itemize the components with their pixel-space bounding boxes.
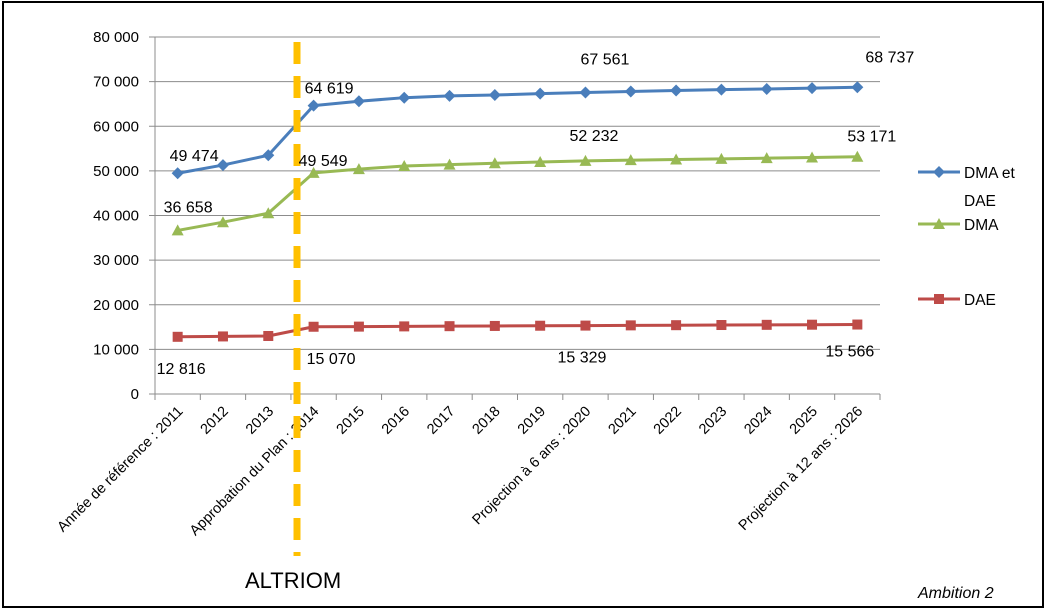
y-tick-label: 20 000 bbox=[93, 297, 139, 314]
legend-item: DMA bbox=[918, 217, 999, 234]
altriom-label: ALTRIOM bbox=[245, 568, 341, 593]
data-point bbox=[535, 320, 546, 331]
data-label: 15 566 bbox=[825, 344, 874, 361]
y-axis-ticks: 0 10 000 20 000 30 000 40 000 50 000 60 000 70 … bbox=[93, 29, 155, 403]
data-point bbox=[715, 152, 728, 164]
data-point bbox=[217, 331, 228, 342]
series-line bbox=[177, 155, 858, 232]
data-point bbox=[716, 320, 727, 331]
data-point bbox=[307, 166, 320, 178]
data-point bbox=[534, 155, 547, 167]
data-point bbox=[307, 99, 320, 112]
data-label: 15 329 bbox=[557, 350, 606, 367]
data-point bbox=[933, 166, 945, 178]
data-label: 49 549 bbox=[299, 153, 348, 170]
data-point bbox=[671, 320, 682, 331]
data-point bbox=[263, 330, 274, 341]
data-point bbox=[534, 87, 547, 100]
data-point bbox=[579, 86, 592, 99]
data-point bbox=[580, 320, 591, 331]
data-point bbox=[934, 294, 944, 304]
data-point bbox=[488, 157, 501, 169]
data-point bbox=[489, 320, 500, 331]
data-point bbox=[443, 158, 456, 170]
data-label: 52 232 bbox=[569, 128, 618, 145]
data-point bbox=[715, 83, 728, 96]
data-point bbox=[761, 319, 772, 330]
data-point bbox=[933, 218, 945, 229]
gridlines bbox=[155, 36, 880, 350]
y-tick-label: 50 000 bbox=[93, 163, 139, 180]
data-point bbox=[807, 319, 818, 330]
data-point bbox=[806, 151, 819, 163]
y-tick-label: 80 000 bbox=[93, 29, 139, 46]
data-point bbox=[308, 321, 319, 332]
series-dae bbox=[172, 319, 863, 342]
legend: DMA et DAE DMA DAE bbox=[918, 165, 1016, 309]
y-tick-label: 40 000 bbox=[93, 208, 139, 225]
y-tick-label: 10 000 bbox=[93, 341, 139, 358]
data-point bbox=[172, 331, 183, 342]
data-point bbox=[625, 320, 636, 331]
data-label: 68 737 bbox=[865, 49, 914, 66]
legend-label: DAE bbox=[964, 292, 996, 309]
series-dma-et-dae bbox=[171, 81, 864, 180]
y-tick-label: 70 000 bbox=[93, 74, 139, 91]
data-label: 15 070 bbox=[307, 351, 356, 368]
legend-item: DMA et DAE bbox=[918, 165, 1016, 210]
data-point bbox=[443, 89, 456, 102]
data-point bbox=[806, 82, 819, 95]
data-point bbox=[399, 321, 410, 332]
data-point bbox=[171, 224, 184, 236]
data-point bbox=[353, 321, 364, 332]
data-point bbox=[760, 82, 773, 95]
data-point bbox=[262, 207, 275, 219]
data-point bbox=[444, 321, 455, 332]
data-point bbox=[488, 89, 501, 102]
data-point bbox=[852, 319, 863, 330]
legend-label: DMA et bbox=[964, 165, 1016, 182]
data-labels: 49 474 64 619 67 561 68 737 36 658 49 549 52 2… bbox=[157, 49, 915, 378]
data-point bbox=[670, 84, 683, 97]
data-point bbox=[624, 85, 637, 98]
data-point bbox=[171, 167, 184, 180]
y-tick-label: 30 000 bbox=[93, 252, 139, 269]
series-group bbox=[171, 81, 864, 342]
data-point bbox=[262, 149, 275, 162]
caption-ambition: Ambition 2 bbox=[917, 585, 994, 602]
data-label: 53 171 bbox=[847, 129, 896, 146]
legend-item: DAE bbox=[918, 292, 996, 309]
data-point bbox=[216, 159, 229, 172]
data-point bbox=[398, 91, 411, 104]
data-label: 12 816 bbox=[157, 361, 206, 378]
y-tick-label: 0 bbox=[131, 386, 139, 403]
data-point bbox=[851, 150, 864, 162]
data-point bbox=[352, 95, 365, 108]
data-point bbox=[216, 216, 229, 228]
data-point bbox=[670, 153, 683, 165]
legend-label: DAE bbox=[964, 193, 996, 210]
data-point bbox=[624, 154, 637, 166]
y-tick-label: 60 000 bbox=[93, 118, 139, 135]
data-point bbox=[760, 152, 773, 164]
data-point bbox=[352, 163, 365, 175]
series-line bbox=[177, 85, 858, 175]
legend-label: DMA bbox=[964, 217, 999, 234]
series-line bbox=[177, 323, 858, 339]
data-label: 67 561 bbox=[580, 52, 629, 69]
series-dma bbox=[171, 150, 864, 236]
data-point bbox=[851, 81, 864, 94]
data-point bbox=[398, 159, 411, 171]
data-label: 64 619 bbox=[305, 81, 354, 98]
data-point bbox=[579, 154, 592, 166]
data-label: 36 658 bbox=[164, 199, 213, 216]
data-label: 49 474 bbox=[170, 148, 219, 165]
